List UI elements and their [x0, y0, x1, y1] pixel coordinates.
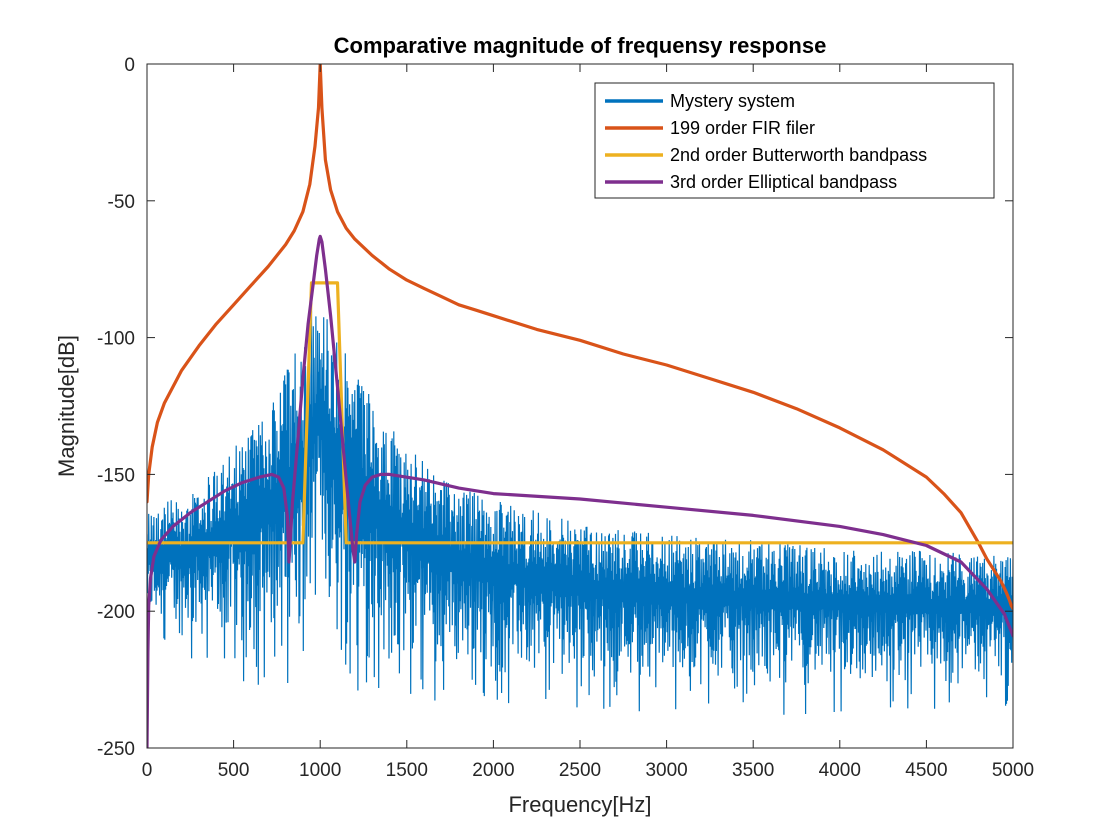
- series-layer: [147, 64, 1013, 748]
- y-tick-label: 0: [124, 55, 135, 76]
- series-line-199-order-fir-filer: [147, 64, 1013, 611]
- x-tick-label: 5000: [992, 760, 1034, 781]
- y-tick-label: -250: [97, 739, 135, 760]
- x-tick-label: 4000: [819, 760, 861, 781]
- legend-entry-label: 2nd order Butterworth bandpass: [670, 145, 927, 165]
- x-tick-label: 2000: [472, 760, 514, 781]
- y-tick-label: -100: [97, 329, 135, 350]
- x-tick-label: 500: [218, 760, 250, 781]
- y-axis: -250 -200 -150 -100 -50 0: [97, 55, 1013, 760]
- x-axis: 0 500 1000 1500 2000 2500 3000 3500 4000 4500 5000: [142, 64, 1034, 781]
- series-line-2nd-order-butterworth-bandpass: [147, 281, 1013, 545]
- x-tick-label: 4500: [905, 760, 947, 781]
- x-tick-label: 3500: [732, 760, 774, 781]
- y-tick-label: -50: [108, 192, 135, 213]
- chart-title: Comparative magnitude of frequensy respo…: [334, 33, 827, 58]
- legend-entry-label: Mystery system: [670, 91, 795, 111]
- x-tick-label: 1500: [386, 760, 428, 781]
- legend-entry-label: 3rd order Elliptical bandpass: [670, 172, 897, 192]
- y-tick-label: -150: [97, 465, 135, 486]
- y-tick-label: -200: [97, 602, 135, 623]
- x-tick-label: 3000: [645, 760, 687, 781]
- y-axis-label: Magnitude[dB]: [54, 335, 79, 477]
- x-axis-label: Frequency[Hz]: [508, 792, 651, 817]
- x-tick-label: 0: [142, 760, 153, 781]
- x-tick-label: 2500: [559, 760, 601, 781]
- x-tick-label: 1000: [299, 760, 341, 781]
- legend-entry-label: 199 order FIR filer: [670, 118, 815, 138]
- legend: Mystery system 199 order FIR filer 2nd ord…: [594, 82, 995, 199]
- series-line-3rd-order-elliptical-bandpass: [147, 234, 1013, 748]
